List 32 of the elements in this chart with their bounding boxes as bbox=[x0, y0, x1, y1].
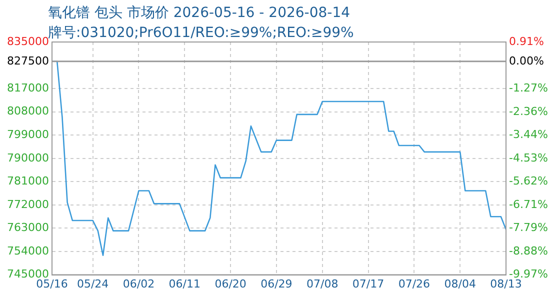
y-tick-label: 772000 bbox=[7, 198, 49, 211]
y-tick-label: 817000 bbox=[7, 81, 49, 94]
y2-tick-label: -6.71% bbox=[509, 198, 548, 211]
y2-tick-label: -1.27% bbox=[509, 82, 548, 95]
x-tick-label: 07/17 bbox=[352, 277, 384, 290]
y-tick-label: 835000 bbox=[7, 34, 49, 48]
y2-tick-label: -2.36% bbox=[509, 104, 548, 118]
y2-tick-label: -4.53% bbox=[509, 151, 548, 164]
chart-subtitle: 牌号:031020;Pr6O11/REO:≥99%;REO:≥99% bbox=[48, 24, 354, 41]
x-tick-label: 06/29 bbox=[260, 277, 292, 290]
y2-tick-label: -7.79% bbox=[509, 221, 548, 234]
x-tick-label: 07/26 bbox=[398, 277, 430, 290]
x-tick-label: 06/11 bbox=[168, 277, 200, 290]
y-tick-label: 808000 bbox=[7, 104, 49, 118]
y-tick-label: 781000 bbox=[7, 174, 49, 188]
x-tick-label: 06/20 bbox=[214, 277, 246, 290]
y-tick-label: 827500 bbox=[7, 54, 49, 68]
y2-tick-label: -5.62% bbox=[509, 174, 548, 188]
y2-tick-label: -3.44% bbox=[509, 128, 548, 141]
y2-tick-label: -8.88% bbox=[509, 244, 548, 258]
y2-tick-label: 0.00% bbox=[509, 54, 544, 68]
y-tick-label: 790000 bbox=[7, 151, 49, 164]
x-tick-label: 07/08 bbox=[306, 277, 338, 290]
x-tick-label: 08/13 bbox=[490, 277, 522, 290]
x-tick-label: 08/04 bbox=[444, 277, 476, 290]
x-tick-label: 05/24 bbox=[76, 277, 109, 290]
y2-tick-label: 0.91% bbox=[509, 34, 544, 48]
y-tick-label: 799000 bbox=[7, 128, 49, 141]
chart-title: 氧化镨 包头 市场价 2026-05-16 - 2026-08-14 bbox=[48, 4, 350, 22]
y-tick-label: 754000 bbox=[7, 244, 49, 258]
y-tick-label: 763000 bbox=[7, 221, 49, 234]
x-tick-label: 06/02 bbox=[122, 277, 155, 290]
